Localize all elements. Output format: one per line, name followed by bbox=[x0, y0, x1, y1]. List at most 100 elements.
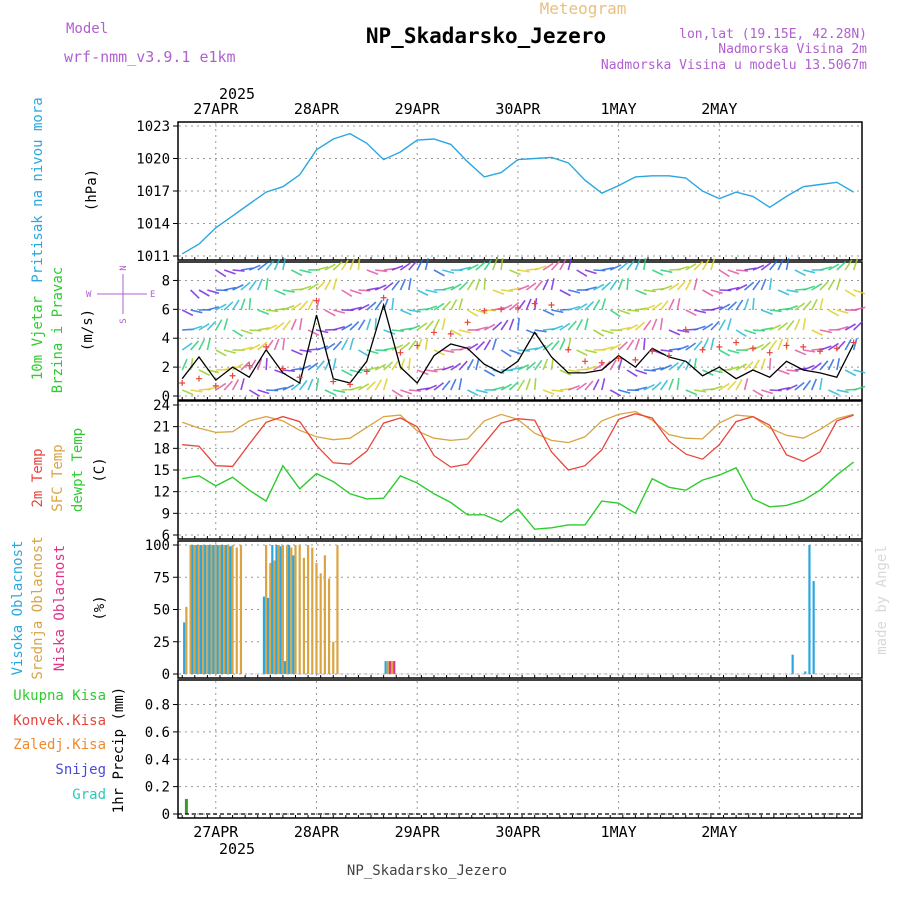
wind-arrow bbox=[333, 341, 341, 350]
cloud-mid-bar bbox=[315, 563, 317, 674]
wind-arrow bbox=[585, 318, 588, 330]
wind-arrow bbox=[854, 322, 863, 330]
wind-arrow bbox=[627, 370, 637, 376]
wind-arrow bbox=[820, 361, 828, 370]
wind-arrow bbox=[602, 378, 605, 390]
wind-arrow bbox=[518, 318, 519, 330]
wind-arrow bbox=[367, 319, 371, 330]
wind-arrow bbox=[375, 318, 376, 330]
wind-arrow bbox=[375, 300, 382, 310]
wind-arrow bbox=[686, 279, 692, 290]
wind-gust-marker bbox=[582, 358, 588, 364]
y-tick-label: 50 bbox=[153, 603, 170, 619]
y-tick-label: 24 bbox=[153, 398, 170, 414]
wind-arrow bbox=[300, 318, 302, 330]
wind-arrow bbox=[770, 340, 777, 350]
wind-arrow bbox=[216, 320, 222, 330]
wind-arrow bbox=[812, 379, 817, 390]
cloud-mid-bar bbox=[391, 661, 393, 674]
wind-arrow bbox=[803, 301, 811, 310]
wind-arrow bbox=[753, 360, 759, 370]
cloud-mid-bar bbox=[206, 545, 208, 674]
cloud-mid-bar bbox=[336, 545, 338, 674]
wind-side-label-1: 10m Vjetar bbox=[30, 296, 46, 380]
legend-snow: Snijeg bbox=[55, 762, 106, 778]
wind-arrow bbox=[233, 380, 239, 390]
cloud-high-bar bbox=[221, 545, 223, 674]
temp2m-side-label: 2m Temp bbox=[30, 448, 46, 507]
app-title: Meteogram bbox=[540, 0, 627, 18]
wind-arrow bbox=[736, 300, 743, 310]
wind-arrow bbox=[728, 381, 736, 390]
wind-arrow bbox=[459, 298, 462, 310]
sfc-temp-side-label: SFC Temp bbox=[50, 444, 66, 511]
cloud-high-bar bbox=[204, 545, 206, 674]
wind-arrow bbox=[384, 362, 393, 370]
y-tick-label: 12 bbox=[153, 485, 170, 501]
wind-arrow bbox=[426, 321, 434, 330]
wind-arrow bbox=[820, 378, 822, 390]
wind-arrow bbox=[602, 282, 611, 290]
wind-arrow bbox=[778, 339, 782, 350]
cloud-mid-bar bbox=[236, 548, 238, 674]
legend-total-rain: Ukupna Kisa bbox=[13, 688, 106, 704]
cloud-low-side-label: Niska Oblacnost bbox=[52, 545, 68, 671]
wind-arrow bbox=[845, 340, 851, 350]
wind-arrow bbox=[753, 280, 760, 290]
wind-arrow bbox=[367, 382, 375, 390]
wind-arrow bbox=[316, 378, 318, 390]
cloud-high-bar bbox=[275, 545, 277, 674]
wind-arrow bbox=[300, 301, 308, 310]
cloud-mid-bar bbox=[328, 579, 330, 674]
wind-arrow bbox=[384, 379, 388, 390]
wind-arrow bbox=[619, 279, 623, 290]
wind-arrow bbox=[585, 302, 593, 310]
cloud-high-bar bbox=[292, 555, 294, 674]
wind-arrow bbox=[426, 338, 428, 350]
wind-arrow bbox=[442, 318, 444, 330]
wind-arrow bbox=[459, 378, 461, 390]
wind-arrow bbox=[333, 262, 342, 270]
compass-west: W bbox=[86, 290, 92, 300]
y-tick-label: 0.2 bbox=[145, 780, 170, 796]
wind-arrow bbox=[241, 378, 244, 390]
wind-arrow bbox=[644, 338, 645, 350]
cloud-mid-bar bbox=[311, 548, 313, 674]
wind-arrow bbox=[854, 290, 865, 294]
wind-arrow bbox=[627, 278, 628, 290]
wind-arrow bbox=[510, 319, 514, 330]
wind-arrow bbox=[199, 270, 205, 280]
wind-arrow bbox=[761, 342, 770, 350]
cloud-mid-bar bbox=[202, 545, 204, 674]
cloud-high-side-label: Visoka Oblacnost bbox=[10, 541, 26, 676]
wind-arrow bbox=[677, 281, 685, 290]
wind-arrow bbox=[493, 339, 497, 350]
compass-north: N bbox=[119, 265, 129, 270]
wind-arrow bbox=[795, 319, 800, 330]
bottom-date-label: 27APR bbox=[193, 823, 239, 841]
wind-arrow bbox=[610, 310, 620, 317]
wind-arrow bbox=[669, 379, 673, 390]
cloud-mid-bar bbox=[387, 661, 389, 674]
y-tick-label: 2 bbox=[162, 360, 170, 376]
cloud-high-bar bbox=[792, 655, 794, 674]
wind-arrow bbox=[417, 339, 422, 350]
wind-arrow bbox=[736, 330, 746, 336]
wind-arrow bbox=[283, 338, 284, 350]
wind-gust-marker bbox=[700, 347, 706, 353]
cloud-mid-bar bbox=[290, 548, 292, 674]
wind-arrow bbox=[745, 282, 754, 290]
wind-arrow bbox=[837, 262, 846, 270]
wind-arrow bbox=[585, 381, 593, 390]
wind-arrow bbox=[266, 278, 268, 290]
wind-arrow bbox=[526, 299, 531, 310]
cloud-high-bar bbox=[225, 545, 227, 674]
wind-arrow bbox=[610, 280, 617, 290]
cloud-high-bar bbox=[200, 545, 202, 674]
wind-arrow bbox=[828, 280, 834, 290]
wind-arrow bbox=[233, 330, 243, 336]
y-tick-label: 18 bbox=[153, 441, 170, 457]
wind-arrow bbox=[375, 380, 381, 390]
wind-arrow bbox=[325, 280, 331, 290]
